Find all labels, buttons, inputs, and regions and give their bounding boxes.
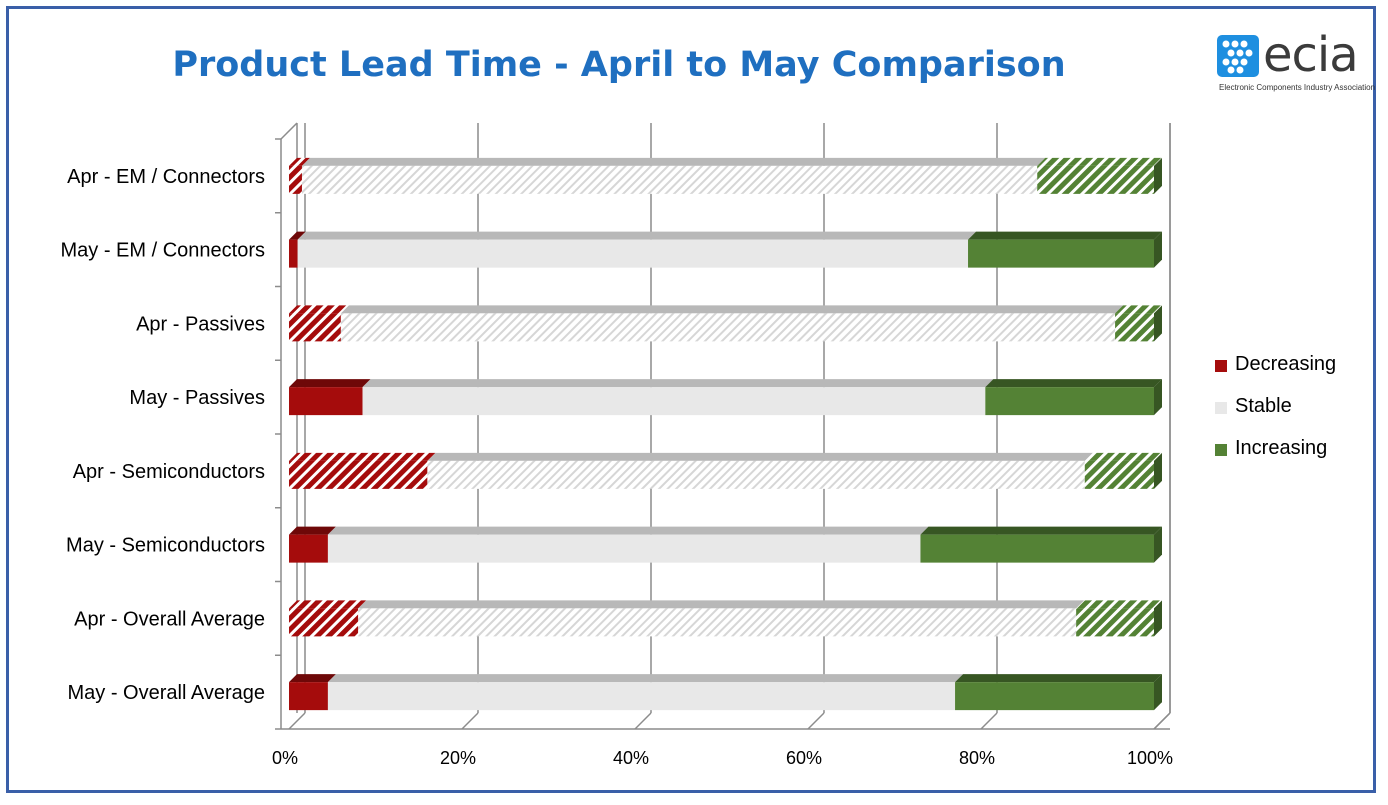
bar-increasing	[968, 239, 1154, 268]
bar-top-decreasing	[289, 600, 367, 609]
bar-side	[1154, 452, 1162, 489]
bar-increasing	[1084, 460, 1154, 489]
legend-label-decreasing: Decreasing	[1235, 353, 1337, 375]
bar-stable	[301, 165, 1038, 194]
category-label: May - Semiconductors	[66, 535, 265, 557]
category-label: Apr - Overall Average	[74, 608, 265, 630]
bar-stable	[327, 682, 956, 711]
bar-top-decreasing	[289, 231, 306, 240]
category-label: May - Overall Average	[68, 682, 266, 704]
bar-top-increasing	[968, 231, 1162, 240]
bar-increasing	[1076, 608, 1154, 637]
bar-side	[1154, 231, 1162, 268]
floor-gridline	[461, 712, 479, 730]
bar-top-stable	[427, 452, 1093, 461]
bar-stable	[297, 239, 969, 268]
bar-top-increasing	[955, 674, 1162, 683]
bar-top-stable	[327, 526, 929, 535]
bar-top-stable	[358, 600, 1085, 609]
legend-label-increasing: Increasing	[1235, 437, 1328, 459]
x-tick-label: 100%	[1127, 748, 1173, 768]
x-tick-label: 60%	[786, 748, 822, 768]
category-label: May - EM / Connectors	[60, 240, 265, 262]
floor-gridline	[634, 712, 652, 730]
bar-top-stable	[362, 379, 994, 388]
chart-title: Product Lead Time - April to May Compari…	[172, 45, 1066, 85]
bar-decreasing	[289, 682, 328, 711]
bar-increasing	[1037, 165, 1154, 194]
x-tick-label: 80%	[959, 748, 995, 768]
bar-stable	[340, 313, 1116, 342]
bar-decreasing	[289, 460, 428, 489]
floor-right-edge	[1153, 712, 1171, 730]
wall-top-edge	[280, 122, 298, 140]
bar-stable	[427, 460, 1085, 489]
x-tick-label: 0%	[272, 748, 298, 768]
legend-swatch-stable	[1215, 402, 1227, 414]
legend-swatch-decreasing	[1215, 360, 1227, 372]
bar-decreasing	[289, 165, 302, 194]
bar-top-decreasing	[289, 305, 349, 314]
bar-top-increasing	[920, 526, 1162, 535]
bar-top-decreasing	[289, 452, 436, 461]
bar-top-increasing	[1037, 157, 1162, 166]
bar-top-stable	[297, 231, 977, 240]
bar-top-decreasing	[289, 157, 310, 166]
bar-decreasing	[289, 313, 341, 342]
bar-side	[1154, 157, 1162, 194]
floor-gridline	[288, 712, 306, 730]
bar-top-increasing	[1115, 305, 1162, 314]
category-label: Apr - Semiconductors	[73, 461, 265, 483]
bar-decreasing	[289, 608, 359, 637]
bar-top-increasing	[1076, 600, 1162, 609]
bar-stable	[327, 534, 921, 563]
chart-frame: Product Lead Time - April to May Compari…	[6, 6, 1376, 793]
legend-swatch-increasing	[1215, 444, 1227, 456]
bar-side	[1154, 600, 1162, 637]
bar-top-stable	[340, 305, 1124, 314]
x-tick-label: 20%	[440, 748, 476, 768]
bar-increasing	[985, 387, 1154, 416]
bar-increasing	[1115, 313, 1154, 342]
x-tick-label: 40%	[613, 748, 649, 768]
bar-increasing	[920, 534, 1154, 563]
bar-top-decreasing	[289, 379, 371, 388]
bar-side	[1154, 674, 1162, 711]
bar-top-stable	[327, 674, 964, 683]
logo-mark-icon	[1217, 35, 1259, 77]
logo-tagline: Electronic Components Industry Associati…	[1219, 83, 1376, 92]
floor-gridline	[980, 712, 998, 730]
bar-chart: 0% 20% 40% 60% 80% 100% Apr - EM / Connectors M…	[60, 122, 1173, 768]
category-label: Apr - EM / Connectors	[67, 166, 265, 188]
bar-stable	[362, 387, 986, 416]
legend-label-stable: Stable	[1235, 395, 1292, 417]
bar-decreasing	[289, 387, 363, 416]
bar-top-increasing	[985, 379, 1162, 388]
bar-decreasing	[289, 239, 298, 268]
category-label: May - Passives	[129, 387, 265, 409]
bar-side	[1154, 305, 1162, 342]
ecia-logo: ecia Electronic Components Industry Asso…	[1217, 27, 1377, 97]
bar-decreasing	[289, 534, 328, 563]
bar-stable	[358, 608, 1077, 637]
bar-top-decreasing	[289, 674, 336, 683]
bar-top-stable	[301, 157, 1046, 166]
category-label: Apr - Passives	[136, 313, 265, 335]
logo-wordmark: ecia	[1263, 27, 1359, 83]
bar-side	[1154, 379, 1162, 416]
floor-gridline	[807, 712, 825, 730]
bar-top-decreasing	[289, 526, 336, 535]
bar-top-increasing	[1084, 452, 1162, 461]
bar-increasing	[955, 682, 1154, 711]
bar-side	[1154, 526, 1162, 563]
